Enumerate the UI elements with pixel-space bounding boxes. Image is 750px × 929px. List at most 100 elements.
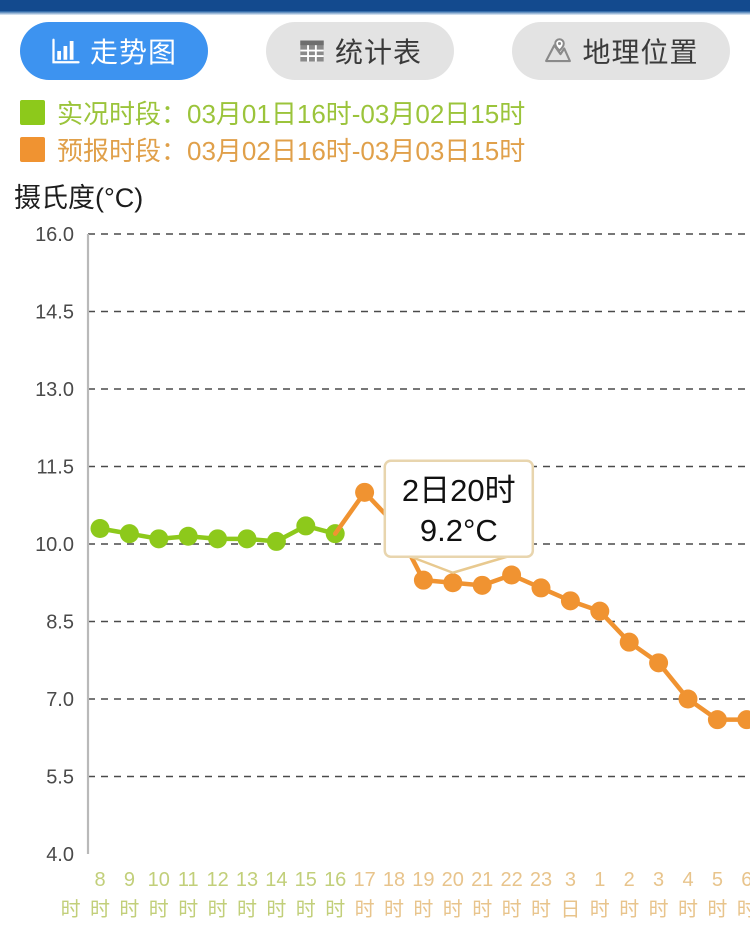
x-axis-tick-label-unit: 时 [472, 898, 492, 921]
x-axis-tick-label-unit: 时 [384, 898, 404, 921]
x-axis-tick-label-hour: 3 [653, 869, 664, 891]
legend-value-observed: 03月01日16时-03月02日15时 [187, 99, 526, 129]
legend-swatch-observed [20, 100, 45, 125]
legend-swatch-forecast [20, 137, 45, 162]
legend-label-forecast: 预报时段： [57, 136, 188, 166]
x-axis-tick-label-unit: 日 [560, 899, 580, 921]
x-axis-tick-label-unit: 时 [678, 898, 698, 921]
x-axis-tick-label-hour: 3 [565, 869, 576, 891]
data-point[interactable] [560, 591, 580, 611]
x-axis-tick-label-unit: 时 [90, 898, 110, 921]
x-axis-tick-label-unit: 时 [707, 898, 727, 921]
x-axis-tick-label-hour: 1 [594, 869, 605, 891]
x-axis-tick-label-hour: 6 [741, 869, 750, 891]
x-axis-tick-label-hour: 16 [324, 869, 346, 891]
x-axis-tick-label-unit: 时 [61, 898, 81, 921]
x-axis-tick-label-hour: 2 [624, 869, 635, 891]
data-point[interactable] [296, 516, 316, 536]
x-axis-tick-label-hour: 14 [265, 869, 287, 891]
x-axis-tick-label-hour: 17 [353, 869, 375, 891]
bar-chart-icon [51, 36, 81, 66]
tab-statistics-table[interactable]: 统计表 [266, 22, 454, 80]
data-point[interactable] [472, 575, 492, 595]
data-point[interactable] [737, 710, 750, 730]
x-axis-tick-label-unit: 时 [355, 898, 375, 921]
y-axis-tick-label: 11.5 [37, 457, 74, 479]
data-point[interactable] [355, 482, 375, 502]
data-point[interactable] [266, 531, 286, 551]
tooltip-temperature-label: 9.2°C [420, 513, 498, 548]
data-point[interactable] [443, 573, 463, 593]
x-axis-tick-label-unit: 时 [531, 898, 551, 921]
x-axis-tick-label-unit: 时 [325, 898, 345, 921]
data-point[interactable] [649, 653, 669, 673]
x-axis-tick-label-unit: 时 [296, 898, 316, 921]
x-axis-tick-label-unit: 时 [149, 898, 169, 921]
x-axis-tick-label-unit: 时 [737, 898, 750, 921]
x-axis-tick-label-unit: 时 [178, 898, 198, 921]
x-axis-tick-label-hour: 10 [148, 869, 170, 891]
data-point[interactable] [119, 524, 139, 544]
data-point[interactable] [678, 689, 698, 709]
tab-geo-location[interactable]: 地理位置 [512, 22, 730, 80]
data-point[interactable] [178, 526, 198, 546]
data-point[interactable] [149, 529, 169, 549]
x-axis-tick-label-hour: 11 [178, 869, 199, 891]
data-point[interactable] [237, 529, 257, 549]
data-point[interactable] [531, 578, 551, 598]
status-bar [0, 0, 750, 11]
table-grid-icon [298, 37, 326, 65]
data-point[interactable] [90, 519, 110, 538]
x-axis-tick-label-hour: 15 [295, 869, 317, 891]
legend-value-forecast: 03月02日16时-03月03日15时 [187, 136, 526, 166]
x-axis-tick-label-unit: 时 [649, 898, 669, 921]
tooltip-box [383, 459, 535, 558]
x-axis-tick-label-unit: 时 [413, 898, 433, 921]
x-axis-tick-label-hour: 4 [682, 869, 693, 891]
data-point[interactable] [619, 632, 639, 652]
y-axis-tick-label: 7.0 [46, 689, 74, 711]
x-axis-tick-label-unit: 时 [119, 898, 139, 921]
data-point[interactable] [590, 601, 610, 621]
x-axis-tick-label-unit: 时 [619, 898, 639, 921]
x-axis-tick-label-unit: 时 [590, 898, 610, 921]
tooltip-time-label: 2日20时 [402, 473, 516, 508]
x-axis-tick-label-hour: 23 [530, 869, 552, 891]
legend: 实况时段： 03月01日16时-03月02日15时 预报时段： 03月02日16… [20, 94, 720, 168]
tab-bar: 走势图 统计表 [0, 22, 750, 84]
tooltip-pointer [410, 555, 508, 574]
x-axis-tick-label-hour: 13 [236, 869, 258, 891]
x-axis-tick-label-hour: 20 [442, 869, 464, 891]
x-axis-tick-label-hour: 5 [712, 869, 723, 891]
x-axis-tick-label-unit: 时 [502, 898, 522, 921]
tab-statistics-table-label: 统计表 [334, 37, 422, 68]
y-axis-tick-label: 13.0 [35, 379, 74, 401]
tab-geo-location-label: 地理位置 [582, 37, 699, 68]
x-axis-tick-label-unit: 时 [208, 898, 228, 921]
tab-trend-chart-label: 走势图 [89, 37, 177, 68]
legend-label-observed: 实况时段： [57, 99, 188, 129]
x-axis-tick-label-hour: 21 [471, 869, 493, 891]
x-axis-tick-label-hour: 18 [383, 869, 405, 891]
data-point[interactable] [707, 710, 727, 730]
data-point[interactable] [208, 529, 228, 549]
legend-row-observed: 实况时段： 03月01日16时-03月02日15时 [20, 94, 720, 131]
x-axis-tick-label-unit: 时 [266, 898, 286, 921]
x-axis-tick-label-hour: 8 [94, 869, 105, 891]
data-point[interactable] [413, 570, 433, 590]
x-axis-tick-label-unit: 时 [443, 898, 463, 921]
x-axis-tick-label-hour: 19 [412, 869, 434, 891]
temperature-trend-chart: 16.0 14.5 13.0 11.5 10.0 8.5 7.0 5.5 4.0 时 8 时 9 时 10 时… [0, 220, 750, 929]
legend-row-forecast: 预报时段： 03月02日16时-03月03日15时 [20, 131, 720, 168]
tab-trend-chart[interactable]: 走势图 [20, 22, 208, 80]
y-axis-tick-label: 5.5 [46, 767, 74, 789]
map-location-pin-icon [543, 36, 573, 66]
x-axis-tick-label-hour: 12 [206, 869, 228, 891]
y-axis-tick-label: 14.5 [35, 302, 74, 324]
x-axis-tick-label-hour: 9 [124, 869, 135, 891]
y-axis-tick-label: 4.0 [46, 844, 74, 866]
y-axis-tick-label: 8.5 [46, 612, 74, 634]
data-point[interactable] [502, 565, 522, 585]
y-axis-tick-label: 16.0 [35, 224, 74, 246]
